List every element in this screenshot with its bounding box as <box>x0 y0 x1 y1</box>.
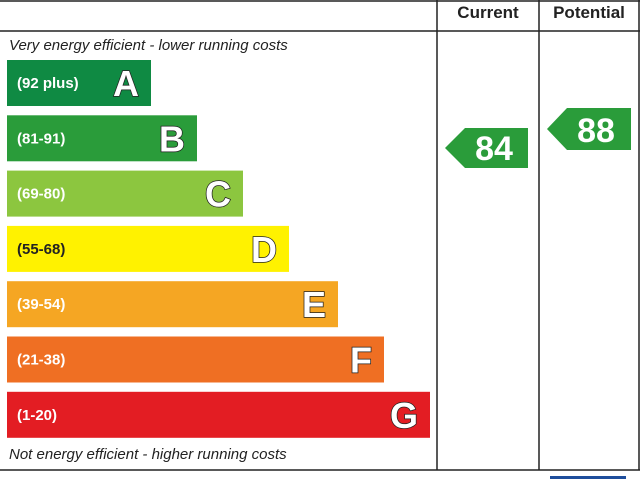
bottom-note: Not energy efficient - higher running co… <box>9 446 287 463</box>
band-range: (1-20) <box>17 407 57 424</box>
band-range: (55-68) <box>17 241 65 258</box>
current-score: 84 <box>475 130 513 168</box>
current-header: Current <box>457 3 519 22</box>
bands: (92 plus) A (81-91) B (69-80) C (55-68) D (39-54… <box>7 60 430 438</box>
top-note: Very energy efficient - lower running co… <box>9 37 288 54</box>
band-letter: E <box>302 284 326 325</box>
decoration <box>550 476 626 479</box>
band-letter: C <box>205 174 231 215</box>
band-letter: B <box>159 118 185 159</box>
band-bar <box>7 391 430 438</box>
potential-arrow <box>547 108 631 150</box>
band-bar <box>7 225 289 272</box>
band-bar <box>7 336 384 383</box>
band-bar <box>7 60 151 106</box>
band-letter: F <box>350 340 372 381</box>
band-bar <box>7 281 338 328</box>
potential-header: Potential <box>553 3 625 22</box>
band-range: (92 plus) <box>17 75 79 92</box>
potential-score: 88 <box>577 112 615 150</box>
band-bar <box>7 115 197 162</box>
band-range: (81-91) <box>17 130 65 147</box>
current-arrow <box>445 128 528 168</box>
band-bar <box>7 170 243 217</box>
band-range: (21-38) <box>17 352 65 369</box>
band-range: (39-54) <box>17 296 65 313</box>
band-range: (69-80) <box>17 186 65 203</box>
band-letter: A <box>113 63 139 104</box>
band-letter: G <box>390 395 418 436</box>
band-letter: D <box>251 229 277 270</box>
